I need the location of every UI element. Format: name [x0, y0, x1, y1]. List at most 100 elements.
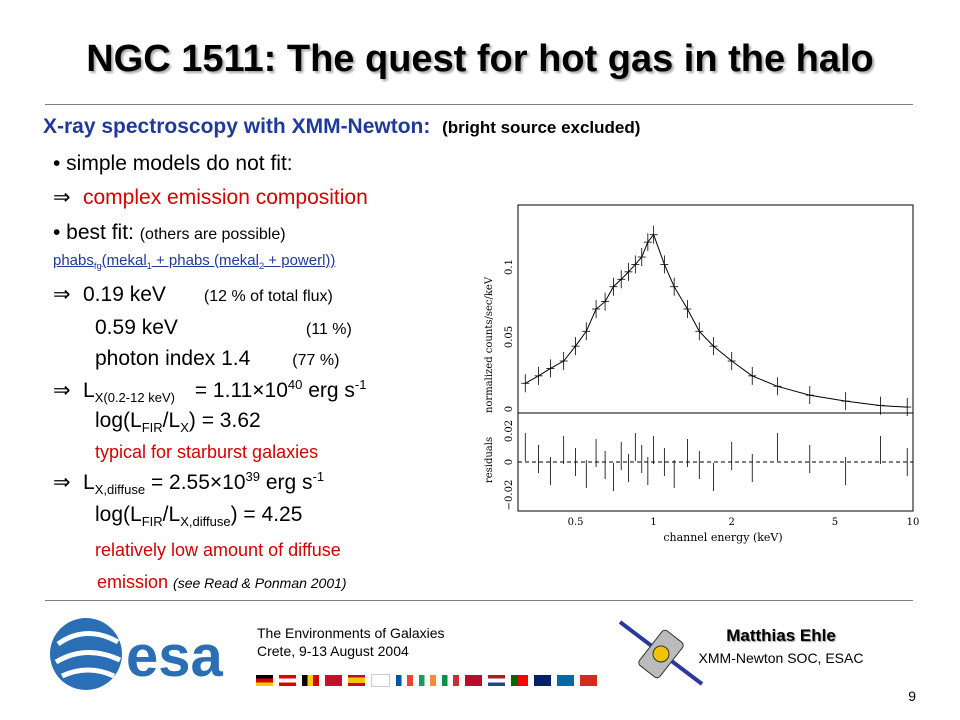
author-name: Matthias Ehle: [726, 626, 836, 645]
flag-icon: [580, 675, 597, 687]
implies-arrow-icon: ⇒: [53, 186, 71, 209]
flag-icon: [511, 675, 528, 687]
subtitle-lead: X-ray: [43, 115, 96, 138]
best-fit-label: • best fit:: [53, 221, 140, 244]
lxd-sup: 39: [245, 469, 261, 484]
photon-value: photon index 1.4: [95, 347, 251, 370]
kev1-note: (12 % of total flux): [203, 288, 333, 305]
line-kev2: 0.59 keV (11 %): [95, 317, 352, 338]
esa-logo: esa: [50, 618, 224, 690]
slide-title: NGC 1511: The quest for hot gas in the h…: [86, 38, 874, 80]
model-part: + powerl)): [264, 252, 336, 269]
kev2-note: (11 %): [305, 321, 352, 338]
lx-sub: X(0.2-12 keV): [94, 390, 175, 406]
log-sub: FIR: [141, 420, 163, 436]
complex-emission-text: complex emission composition: [83, 186, 368, 209]
bullet-simple-models: • simple models do not fit:: [53, 152, 293, 175]
y-tick-top: 0.05: [504, 326, 515, 348]
best-fit-note: (others are possible): [139, 226, 286, 243]
conference-name: The Environments of Galaxies: [257, 625, 445, 641]
lxd-sub: X,diffuse: [94, 482, 146, 498]
flag-icon: [488, 675, 505, 687]
y-tick-top: 0: [504, 406, 515, 412]
lxd-part: erg s: [260, 471, 313, 494]
line-lx: ⇒ LX(0.2-12 keV) = 1.11×1040 erg s-1: [53, 377, 367, 404]
flag-icon: [557, 675, 574, 687]
implies-arrow-icon: ⇒: [53, 471, 71, 494]
read-ponman-ref: (see Read & Ponman 2001): [173, 575, 347, 591]
log-part: /L: [162, 503, 181, 526]
lxd-sup: -1: [312, 469, 325, 484]
spectrum-data: [521, 225, 912, 417]
kev2-value: 0.59 keV: [95, 316, 178, 339]
lx-part: = 1.11×10: [189, 379, 288, 402]
plot-ylabel-bottom: residuals: [484, 437, 495, 483]
model-link[interactable]: phabsfg(mekal1 + phabs (mekal2 + powerl)…: [53, 252, 336, 271]
flag-icon: [256, 675, 273, 687]
y-tick-bottom: 0.02: [504, 420, 515, 442]
log-sub: X,diffuse: [180, 514, 231, 530]
flag-icon: [371, 674, 390, 688]
plot-frame-top: [517, 204, 914, 414]
log-part: ) = 3.62: [188, 409, 261, 432]
xray-spectrum-plot: normalized counts/sec/keV residuals 0.1 …: [484, 204, 920, 544]
photon-note: (77 %): [292, 352, 340, 369]
line-kev1: ⇒ 0.19 keV (12 % of total flux): [53, 284, 333, 305]
flag-icon: [325, 675, 342, 687]
line-log1: log(LFIR/LX) = 3.62: [95, 409, 261, 434]
y-tick-top: 0.1: [504, 259, 515, 275]
model-part: + phabs (mekal: [151, 252, 259, 269]
flag-icon: [465, 675, 482, 687]
slide-subtitle: X-ray spectroscopy with XMM-Newton: (bri…: [43, 115, 640, 139]
flag-icon: [279, 675, 296, 687]
x-tick-label: 1: [650, 517, 656, 528]
author-affiliation: XMM-Newton SOC, ESAC: [698, 650, 864, 666]
model-part: phabs: [53, 252, 94, 269]
lx-part: erg s: [302, 379, 355, 402]
author-block: Matthias Ehle XMM-Newton SOC, ESAC: [660, 626, 902, 666]
esa-wordmark: esa: [126, 624, 224, 689]
page-number: 9: [908, 688, 916, 704]
log-sub: X: [180, 420, 189, 436]
plot-ylabel-top: normalized counts/sec/keV: [484, 276, 495, 413]
log-part: ) = 4.25: [230, 503, 303, 526]
y-tick-bottom: −0.02: [504, 480, 515, 511]
line-log2: log(LFIR/LX,diffuse) = 4.25: [95, 503, 303, 528]
flag-icon: [302, 675, 319, 687]
emission-line: emission (see Read & Ponman 2001): [97, 573, 347, 591]
emission-text: emission: [97, 572, 174, 592]
model-sub: fg: [93, 261, 102, 271]
typical-starburst: typical for starburst galaxies: [95, 442, 319, 462]
x-tick-labels: 0.5 1 2 5 10: [568, 517, 920, 528]
bottom-divider: [45, 600, 913, 601]
member-flags: [256, 672, 603, 690]
x-tick-label: 10: [907, 517, 920, 528]
lx-part: L: [83, 379, 95, 402]
lx-sup: -1: [354, 377, 367, 392]
top-divider: [45, 104, 913, 105]
plot-xlabel: channel energy (keV): [663, 531, 782, 544]
x-tick-label: 2: [729, 517, 735, 528]
model-sub: 2: [258, 261, 265, 271]
implies-arrow-icon: ⇒: [53, 283, 71, 306]
xmm-newton-satellite-icon: [618, 620, 704, 686]
log-part: log(L: [95, 503, 142, 526]
log-part: log(L: [95, 409, 142, 432]
flag-icon: [348, 675, 365, 687]
y-tick-bottom: 0: [504, 459, 515, 465]
x-tick-label: 0.5: [568, 517, 584, 528]
line-lx-diffuse: ⇒ LX,diffuse = 2.55×1039 erg s-1: [53, 469, 325, 496]
lxd-part: L: [83, 471, 95, 494]
model-sub: 1: [146, 261, 152, 271]
model-fit-line: [525, 233, 908, 408]
log-part: /L: [162, 409, 181, 432]
model-part: (mekal: [101, 252, 147, 269]
bullet-best-fit: • best fit: (others are possible): [53, 222, 286, 243]
conference-info: The Environments of Galaxies Crete, 9-13…: [257, 624, 445, 660]
lxd-part: = 2.55×10: [145, 471, 246, 494]
implies-arrow-icon: ⇒: [53, 379, 71, 402]
flag-icon: [396, 675, 413, 687]
flag-icon: [534, 675, 551, 687]
line-complex-emission: ⇒ complex emission composition: [53, 187, 368, 208]
residual-data: [524, 433, 908, 491]
